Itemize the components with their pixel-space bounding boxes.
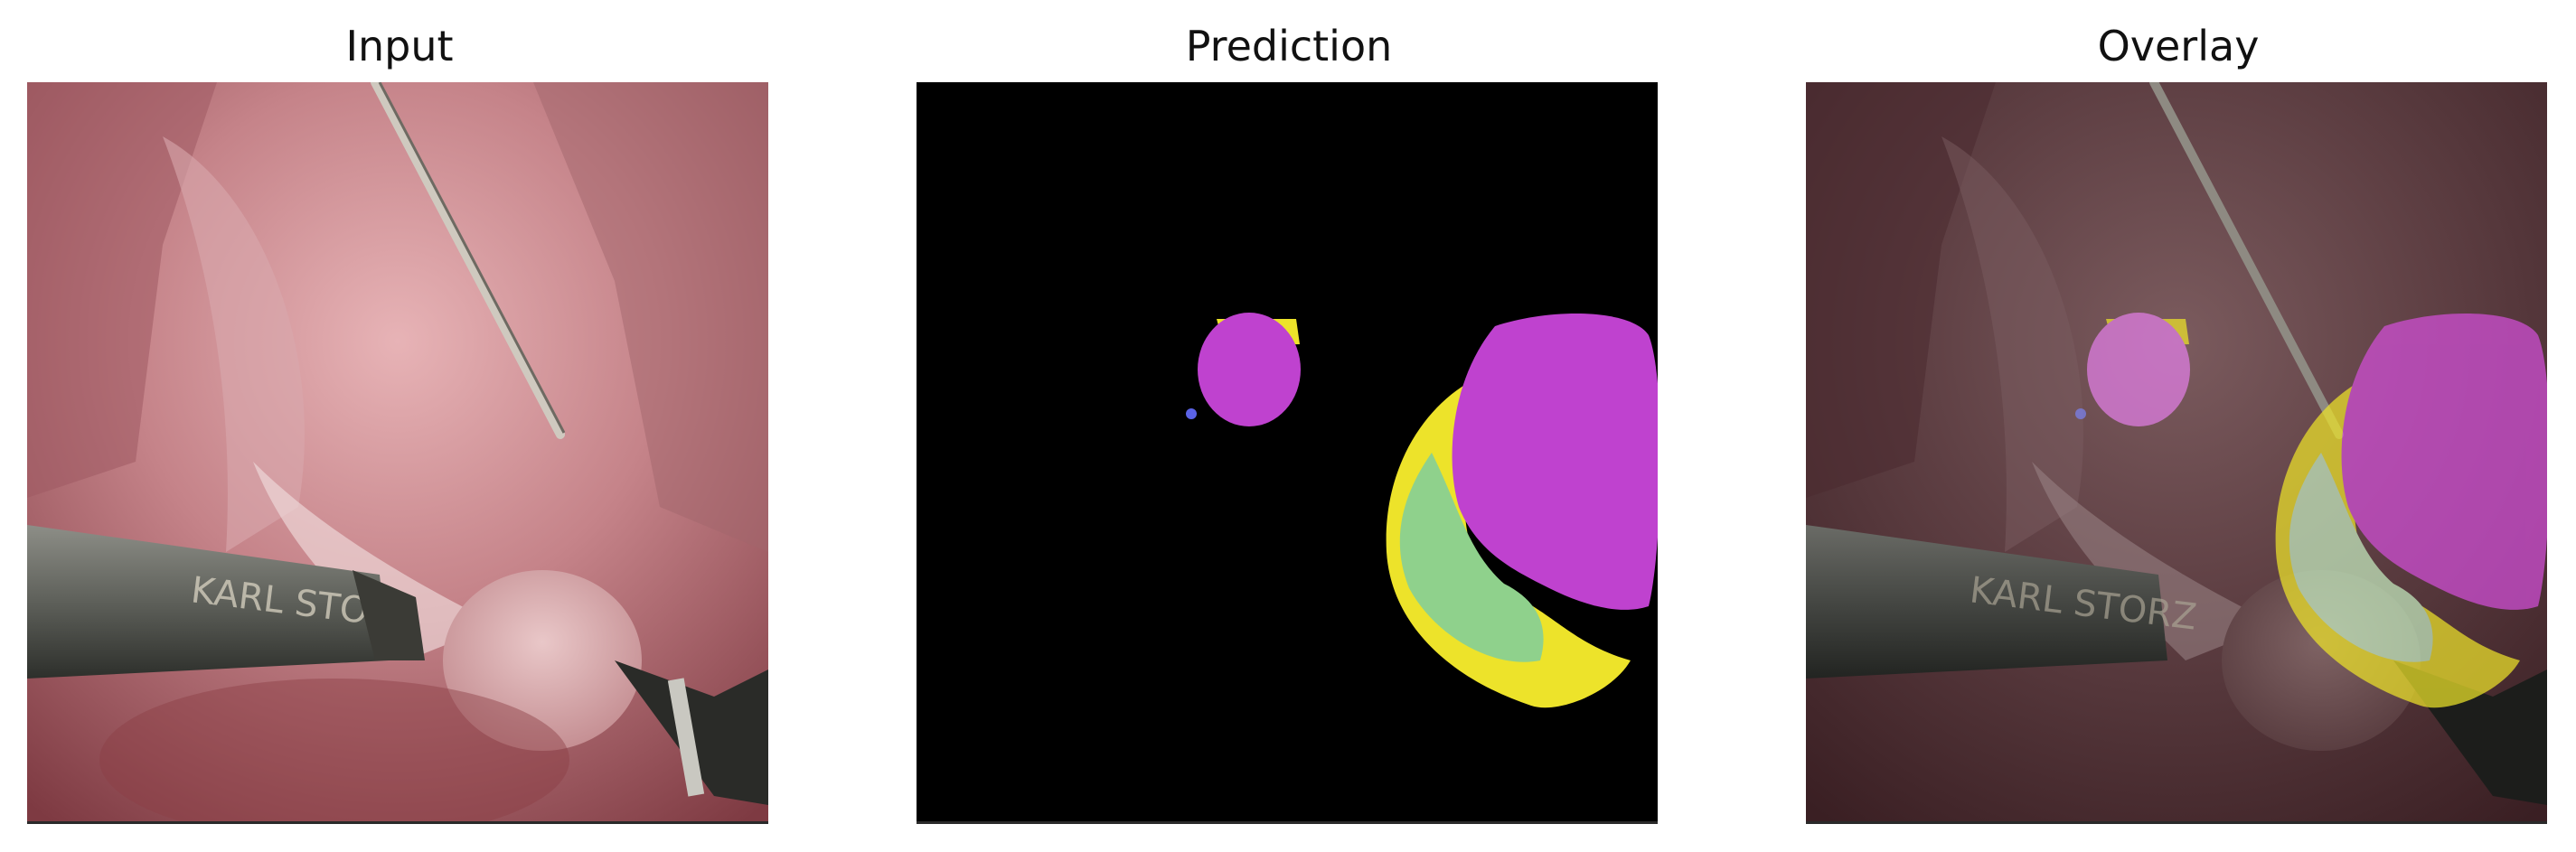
- input-image: KARL STORZ: [27, 82, 768, 823]
- overlay-tissue-membrane: [2032, 462, 2276, 660]
- overlay-blue-region: [2075, 408, 2086, 419]
- overlay-left-fold: [1806, 82, 1996, 498]
- overlay-green-region: [2289, 453, 2433, 662]
- needle-instrument: [371, 82, 565, 439]
- left-fold: [27, 82, 217, 498]
- right-fold: [533, 82, 768, 552]
- lower-shadow: [99, 679, 569, 823]
- magenta-region-large: [1452, 314, 1658, 610]
- prediction-panel: Prediction: [917, 0, 1661, 852]
- overlay-magenta-region-large: [2341, 314, 2547, 610]
- overlay-title: Overlay: [2097, 22, 2260, 70]
- overlay-scene: KARL STORZ: [1806, 82, 2547, 823]
- overlay-tissue-ridge: [1941, 136, 2083, 552]
- overlay-panel: Overlay: [1806, 0, 2551, 852]
- left-instrument-shaft: [27, 525, 389, 679]
- right-instrument-ring: [667, 678, 705, 797]
- tissue-dome: [443, 570, 642, 751]
- left-instrument-tip: [353, 570, 425, 660]
- tissue-membrane: [253, 462, 497, 660]
- overlay-image-edge: [1806, 821, 2547, 824]
- overlay-left-instrument-shaft: [1806, 525, 2167, 679]
- input-panel: Input: [27, 0, 772, 852]
- needle-edge: [378, 82, 566, 434]
- tissue-ridge: [163, 136, 305, 552]
- blue-region: [1186, 408, 1197, 419]
- prediction-title: Prediction: [1185, 22, 1393, 70]
- overlay-needle-instrument: [2149, 82, 2344, 439]
- surgical-scene: KARL STORZ: [27, 82, 768, 823]
- overlay-magenta-region-small: [2087, 313, 2190, 426]
- input-title: Input: [345, 22, 454, 70]
- overlay-mask-layer: [2075, 313, 2547, 708]
- segmentation-mask: [917, 82, 1658, 823]
- overlay-image: KARL STORZ: [1806, 82, 2547, 823]
- magenta-region-small: [1198, 313, 1301, 426]
- green-region: [1399, 453, 1544, 662]
- prediction-image-edge: [917, 821, 1658, 824]
- input-image-edge: [27, 821, 768, 824]
- prediction-mask: [917, 82, 1658, 823]
